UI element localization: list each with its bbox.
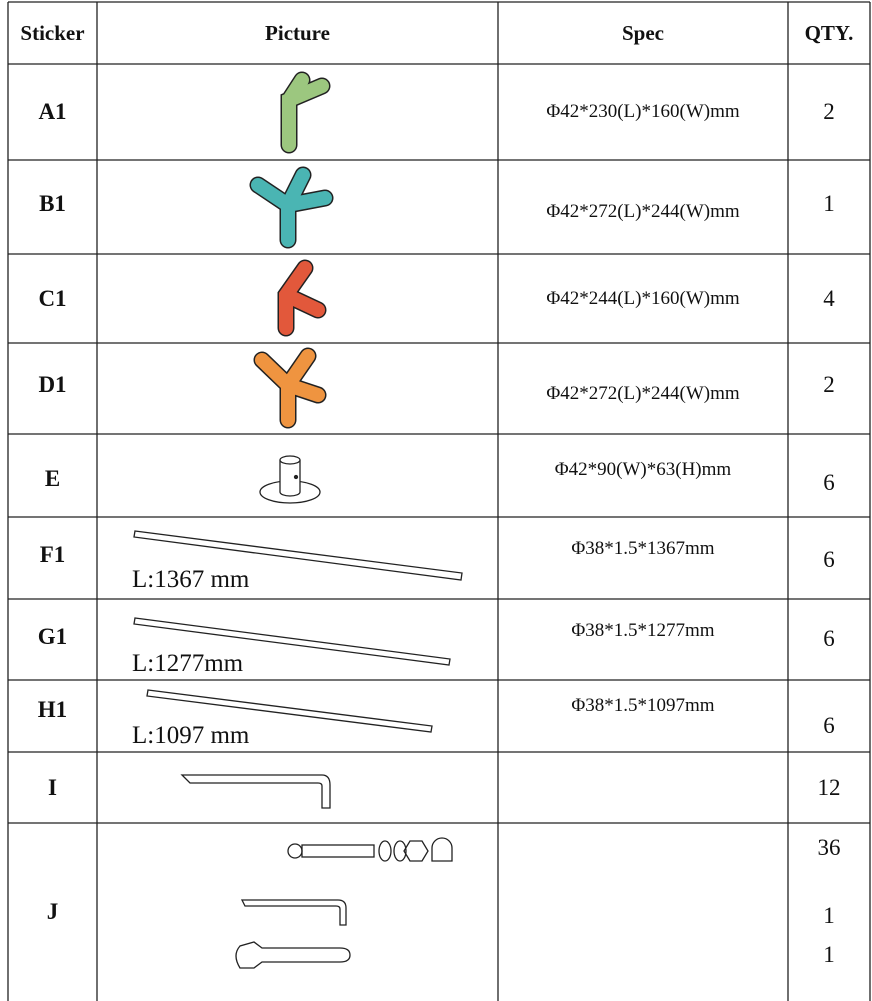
qty: 6 (823, 469, 835, 495)
sticker: C1 (38, 285, 67, 311)
sticker: D1 (38, 372, 67, 397)
spec: Φ38*1.5*1367mm (571, 538, 715, 559)
joint-d1 (253, 347, 327, 429)
qty: 1 (823, 191, 835, 216)
sticker: J (46, 899, 59, 924)
rod-length: L:1277mm (132, 650, 244, 677)
joint-a1 (280, 71, 331, 154)
header-cell: Spec (622, 20, 664, 45)
sticker: B1 (39, 191, 66, 216)
header-cell: QTY. (804, 20, 854, 45)
rod-length: L:1367 mm (132, 566, 250, 593)
qty: 6 (823, 626, 835, 651)
qty: 4 (823, 285, 835, 311)
header-cell: Sticker (20, 20, 85, 45)
rods (133, 530, 463, 733)
qty: 36 (817, 835, 841, 860)
joint-c1 (277, 259, 327, 337)
sticker: H1 (37, 697, 68, 722)
spec: Φ42*90(W)*63(H)mm (554, 459, 732, 480)
spec: Φ38*1.5*1277mm (571, 620, 715, 641)
spec: Φ42*272(L)*244(W)mm (546, 201, 740, 222)
sticker: E (44, 466, 61, 491)
spec: Φ42*272(L)*244(W)mm (546, 382, 740, 404)
qty: 1 (823, 942, 835, 967)
qty: 2 (823, 99, 835, 124)
spec: Φ38*1.5*1097mm (571, 695, 715, 716)
qty: 2 (823, 372, 835, 397)
base-e (259, 455, 321, 504)
rod-length: L:1097 mm (132, 722, 250, 749)
qty: 6 (823, 713, 835, 738)
qty: 6 (823, 547, 835, 572)
sticker: A1 (38, 99, 67, 124)
qty: 1 (823, 903, 835, 928)
hardware (180, 774, 453, 969)
sticker: G1 (37, 624, 68, 649)
qty: 12 (817, 774, 841, 800)
grid (7, 1, 871, 1001)
header-cell: Picture (265, 20, 330, 45)
sticker: F1 (39, 542, 66, 567)
joint-b1 (249, 166, 334, 249)
spec: Φ42*244(L)*160(W)mm (546, 287, 740, 309)
spec: Φ42*230(L)*160(W)mm (546, 101, 740, 122)
sticker: I (48, 774, 57, 800)
